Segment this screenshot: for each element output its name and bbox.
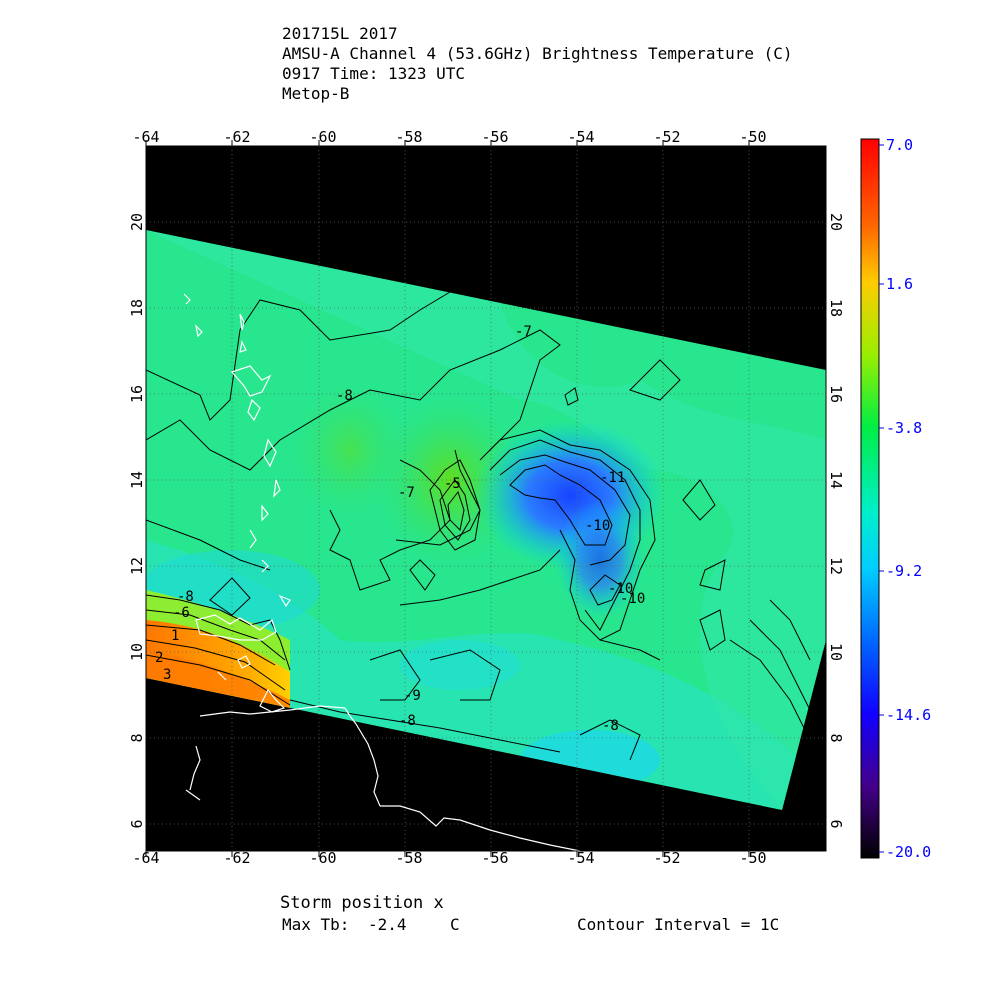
contour-label: -8 (177, 589, 194, 605)
contour-label: -6 (173, 605, 190, 621)
colorbar-label: -14.6 (886, 706, 931, 724)
coastlines (183, 293, 581, 851)
storm-id-title: 201715L 2017 (282, 24, 398, 43)
bottom-lon-labels: -64 -62 -60 -58 -56 -54 -52 -50 (132, 849, 766, 867)
lat-label: 14 (827, 471, 845, 489)
lat-label: 16 (128, 385, 146, 403)
lat-label: 18 (827, 299, 845, 317)
colorbar-ticks (879, 144, 884, 853)
colorbar-label: -9.2 (886, 562, 922, 580)
colorbar-label: 1.6 (886, 275, 913, 293)
lon-label: -56 (481, 849, 508, 867)
lat-label: 6 (827, 819, 845, 828)
colorbar-label: -3.8 (886, 419, 922, 437)
contour-label: -10 (608, 581, 633, 597)
colorbar-label: -20.0 (886, 843, 931, 861)
lat-label: 10 (827, 643, 845, 661)
map-frame (145, 145, 827, 852)
lon-label: -54 (567, 849, 594, 867)
lat-label: 16 (827, 385, 845, 403)
right-lat-labels: 6 8 10 12 14 16 18 20 (827, 213, 845, 829)
contour-label: -9 (404, 688, 421, 704)
contour-label: -5 (444, 476, 461, 492)
contour-label: -10 (585, 518, 610, 534)
contour-label: -11 (600, 470, 625, 486)
contour-label: 1 (171, 628, 179, 644)
contour-label: -7 (515, 324, 532, 340)
satellite-title: Metop-B (282, 84, 350, 103)
contour-label: -10 (620, 591, 645, 607)
lon-label: -64 (132, 849, 159, 867)
left-lat-labels: 6 8 10 12 14 16 18 20 (128, 213, 146, 829)
tick-marks (145, 140, 750, 857)
lon-label: -52 (653, 849, 680, 867)
lat-label: 12 (128, 557, 146, 575)
lon-label: -50 (739, 128, 766, 146)
contour-label: -7 (398, 485, 415, 501)
lat-label: 8 (128, 733, 146, 742)
lon-label: -60 (309, 128, 336, 146)
datetime-title: 0917 Time: 1323 UTC (282, 64, 466, 83)
contour-label: 3 (163, 667, 171, 683)
colorbar-label: 7.0 (886, 136, 913, 154)
lon-label: -58 (395, 128, 422, 146)
lat-label: 12 (827, 557, 845, 575)
colorbar (860, 138, 880, 859)
contour-label: -8 (399, 713, 416, 729)
lat-label: 18 (128, 299, 146, 317)
lon-label: -62 (223, 849, 250, 867)
lon-label: -60 (309, 849, 336, 867)
lat-label: 14 (128, 471, 146, 489)
top-lon-labels: -64 -62 -60 -58 -56 -54 -52 -50 (132, 128, 766, 146)
contour-label: -8 (336, 388, 353, 404)
lat-label: 20 (128, 213, 146, 231)
contour-interval-label: Contour Interval = 1C (577, 915, 780, 934)
storm-position-label: Storm position x (280, 893, 444, 913)
contour-label: 2 (155, 650, 163, 666)
lat-label: 20 (827, 213, 845, 231)
max-tb-label: Max Tb: (282, 915, 350, 934)
max-tb-value: -2.4 (368, 915, 407, 934)
lon-label: -64 (132, 128, 159, 146)
lon-label: -50 (739, 849, 766, 867)
colorbar-labels: 7.0 1.6 -3.8 -9.2 -14.6 -20.0 (886, 136, 931, 861)
contour-label-group: -7 -7 -8 -8 -9 -8 -8 -10 -11 -10 -10 -6 … (155, 324, 645, 734)
max-tb-unit: C (450, 915, 460, 934)
contour-label: -8 (602, 718, 619, 734)
graticule (146, 146, 826, 851)
lon-label: -62 (223, 128, 250, 146)
lat-label: 10 (128, 643, 146, 661)
lon-label: -52 (653, 128, 680, 146)
product-title: AMSU-A Channel 4 (53.6GHz) Brightness Te… (282, 44, 793, 63)
contour-lines (146, 279, 816, 761)
lon-label: -56 (481, 128, 508, 146)
lon-label: -54 (567, 128, 594, 146)
lat-label: 8 (827, 733, 845, 742)
lon-label: -58 (395, 849, 422, 867)
lat-label: 6 (128, 819, 146, 828)
